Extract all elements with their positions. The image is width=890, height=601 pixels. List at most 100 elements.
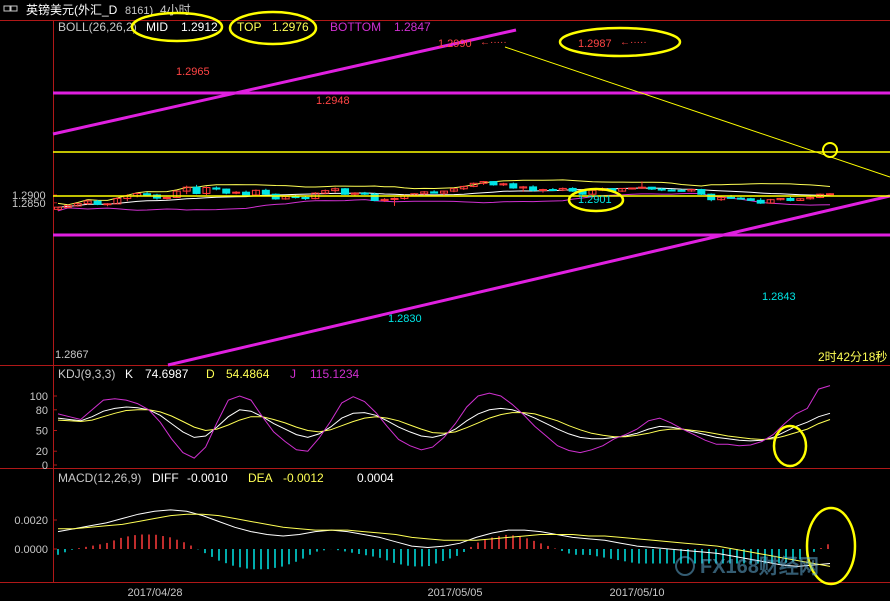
candle-body	[717, 196, 726, 201]
kdj-y-tick-label: 100	[30, 391, 48, 403]
macd-dea-label: DEA	[248, 471, 273, 485]
candle-body	[261, 189, 270, 195]
candle-body	[746, 198, 755, 201]
macd-plot	[57, 509, 831, 570]
annotations	[52, 10, 890, 586]
kdj-d-value: 54.4864	[226, 367, 270, 381]
candle-body	[519, 186, 528, 189]
cross-circle	[822, 142, 838, 158]
candlesticks	[54, 180, 834, 211]
price-labels: 1.2965 1.2948 1.2990 ←····· 1.2987 ←····…	[55, 37, 796, 361]
candle-body	[321, 190, 330, 194]
boll-top-value: 1.2976	[272, 20, 309, 34]
price-label-3-arrow: ←·····	[480, 37, 507, 48]
candle-body	[449, 188, 458, 192]
candle-body	[212, 187, 221, 190]
macd-y-tick-label: 0.0000	[14, 544, 48, 556]
candle-body	[430, 191, 439, 194]
price-label-4: 1.2987	[578, 38, 612, 50]
window-icon[interactable]	[3, 5, 18, 12]
boll-title: BOLL(26,26,2)	[58, 20, 137, 34]
candle-body	[420, 191, 429, 195]
candle-body	[83, 200, 92, 205]
macd-diff-value: -0.0010	[187, 471, 228, 485]
candle-body	[756, 199, 765, 204]
window-code: 8161)	[125, 5, 153, 17]
candle-body	[390, 197, 399, 200]
lower-trendline	[167, 194, 890, 367]
macd-header: MACD(12,26,9) DIFF -0.0010 DEA -0.0012 0…	[58, 471, 394, 485]
x-axis-label: 2017/05/10	[609, 587, 664, 599]
candle-body	[499, 183, 508, 186]
kdj-header: KDJ(9,3,3) K 74.6987 D 54.4864 J 115.123…	[58, 367, 359, 381]
kdj-j-line	[57, 385, 831, 459]
macd-y-ticks: 0.0020 0.0000	[14, 515, 57, 556]
candle-body	[529, 186, 538, 191]
boll-top-label: TOP	[237, 20, 261, 34]
kdj-y-tick-label: 50	[36, 426, 48, 438]
candle-body	[687, 189, 696, 192]
candle-body	[54, 206, 62, 210]
candle-body	[192, 186, 201, 194]
candle-body	[182, 186, 191, 192]
candle-body	[736, 197, 745, 200]
kdj-d-line	[57, 409, 831, 441]
kdj-k-label: K	[125, 367, 133, 381]
candle-body	[251, 189, 260, 196]
macd-dea-value: -0.0012	[283, 471, 324, 485]
candle-body	[647, 186, 656, 190]
kdj-highlight-ellipse	[772, 424, 808, 468]
watermark-text: FX168财经网	[700, 554, 819, 578]
candle-body	[370, 193, 379, 201]
candle-body	[73, 203, 82, 207]
candle-body	[479, 181, 488, 184]
kdj-y-tick-label: 0	[42, 460, 48, 472]
candle-body	[509, 183, 518, 189]
candle-body	[301, 196, 310, 200]
candle-body	[677, 189, 686, 192]
macd-hist-value: 0.0004	[357, 471, 394, 485]
candle-body	[459, 185, 468, 190]
macd-diff-line	[57, 509, 831, 567]
candle-body	[242, 191, 251, 196]
macd-y-tick-label: 0.0020	[14, 515, 48, 527]
boll-mid-value: 1.2912	[181, 20, 218, 34]
candle-body	[806, 196, 815, 200]
candle-body	[727, 196, 736, 199]
candle-body	[331, 188, 340, 192]
upper-trendline	[52, 28, 517, 136]
kdj-d-label: D	[206, 367, 215, 381]
candle-body	[380, 198, 389, 201]
candle-body	[103, 203, 112, 206]
candle-body	[826, 193, 834, 196]
macd-dea-line	[58, 513, 831, 567]
price-label-2: 1.2948	[316, 95, 350, 107]
candle-body	[766, 199, 775, 204]
kdj-j-label: J	[290, 367, 296, 381]
price-label-4-arrow: ←·····	[620, 37, 647, 48]
watermark-logo-icon	[675, 556, 695, 576]
x-axis-label: 2017/05/05	[427, 587, 482, 599]
countdown: 2时42分18秒	[818, 350, 887, 364]
price-label-1: 1.2965	[176, 66, 210, 78]
boll-bottom-label: BOTTOM	[330, 20, 381, 34]
candle-body	[776, 197, 785, 201]
candle-body	[202, 187, 211, 194]
window-title: 英镑美元(外汇_D	[26, 2, 118, 17]
candle-body	[63, 205, 72, 208]
kdj-y-tick-label: 80	[36, 405, 48, 417]
peak-highlight-ellipse	[558, 26, 682, 58]
candle-body	[440, 190, 448, 194]
candle-body	[350, 192, 359, 195]
boll-bottom-value: 1.2847	[394, 20, 431, 34]
price-label-3: 1.2990	[438, 38, 472, 50]
boll-y-tick-label: 1.2850	[12, 198, 46, 210]
candle-body	[667, 189, 676, 192]
price-label-5: 1.2901	[578, 194, 612, 206]
candle-body	[628, 187, 637, 190]
candle-body	[786, 197, 795, 201]
kdj-k-value: 74.6987	[145, 367, 189, 381]
candle-body	[697, 189, 706, 195]
